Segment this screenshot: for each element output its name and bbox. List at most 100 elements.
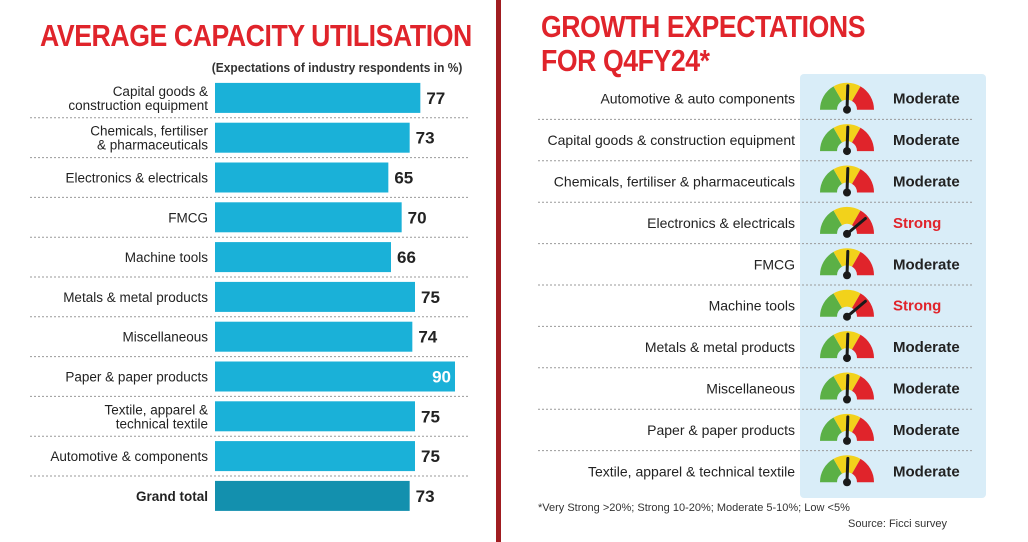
category-label: Paper & paper products bbox=[65, 370, 208, 385]
capacity-bar bbox=[215, 281, 415, 312]
gauge-icon bbox=[820, 331, 874, 363]
capacity-bar bbox=[215, 321, 413, 352]
bar-value-label: 65 bbox=[394, 169, 413, 188]
gauge-pivot bbox=[843, 188, 851, 197]
sector-label: FMCG bbox=[754, 256, 795, 272]
sector-label: Capital goods & construction equipment bbox=[548, 132, 796, 148]
gauge-low-segment bbox=[820, 127, 842, 152]
capacity-bar bbox=[215, 401, 415, 432]
gauge-low-segment bbox=[820, 251, 842, 276]
expectation-label: Strong bbox=[893, 215, 941, 232]
gauge-high-segment bbox=[852, 169, 874, 193]
gauge-pivot bbox=[843, 147, 851, 156]
category-label: Miscellaneous bbox=[122, 330, 208, 345]
category-label: Capital goods & construction equipment bbox=[68, 84, 208, 113]
growth-gauge-table: Automotive & auto components Moderate Capi… bbox=[538, 82, 973, 487]
expectation-label: Strong bbox=[893, 298, 941, 315]
capacity-utilisation-panel: AVERAGE CAPACITY UTILISATION (Expectatio… bbox=[0, 0, 490, 542]
sector-label: Automotive & auto components bbox=[600, 91, 795, 107]
category-label: FMCG bbox=[168, 210, 208, 225]
grand-total-bar bbox=[215, 480, 410, 511]
gauge-needle bbox=[845, 216, 867, 236]
gauge-high-segment bbox=[852, 458, 874, 483]
bar-value-label: 66 bbox=[397, 248, 416, 267]
gauge-pivot bbox=[843, 395, 851, 404]
sector-label: Chemicals, fertiliser & pharmaceuticals bbox=[554, 174, 795, 190]
expectation-label: Moderate bbox=[893, 381, 960, 398]
capacity-chart-subtitle: (Expectations of industry respondents in… bbox=[211, 60, 462, 75]
gauge-high-segment bbox=[852, 86, 874, 110]
gauge-low-segment bbox=[820, 293, 842, 317]
category-label: Textile, apparel & technical textile bbox=[104, 402, 208, 431]
gauge-low-segment bbox=[820, 376, 842, 400]
gauge-low-segment bbox=[820, 86, 842, 110]
gauge-icon bbox=[820, 372, 874, 404]
gauge-high-segment bbox=[852, 334, 874, 359]
gauge-low-segment bbox=[820, 169, 842, 193]
gauge-high-segment bbox=[852, 127, 874, 152]
gauge-icon bbox=[820, 165, 874, 197]
gauge-icon bbox=[820, 206, 874, 238]
category-label: Machine tools bbox=[125, 250, 209, 265]
gauge-low-segment bbox=[820, 458, 842, 483]
capacity-bar bbox=[215, 202, 402, 233]
expectation-label: Moderate bbox=[893, 422, 960, 439]
gauge-mid-segment bbox=[833, 289, 861, 309]
sector-label: Miscellaneous bbox=[706, 381, 795, 397]
gauge-icon bbox=[820, 248, 874, 280]
capacity-bar bbox=[215, 441, 415, 472]
gauge-pivot bbox=[843, 271, 851, 280]
gauge-low-segment bbox=[820, 417, 842, 441]
expectation-label: Moderate bbox=[893, 174, 960, 191]
category-label: Electronics & electricals bbox=[65, 171, 208, 186]
bar-value-label: 75 bbox=[421, 447, 440, 466]
sector-label: Metals & metal products bbox=[645, 339, 795, 355]
growth-expectations-panel: GROWTH EXPECTATIONS FOR Q4FY24* Automoti… bbox=[508, 0, 1028, 542]
sector-label: Textile, apparel & technical textile bbox=[588, 463, 795, 479]
category-label: Chemicals, fertiliser & pharmaceuticals bbox=[90, 124, 208, 153]
gauge-needle bbox=[845, 299, 867, 319]
gauge-pivot bbox=[843, 312, 851, 321]
expectation-label: Moderate bbox=[893, 256, 960, 273]
gauge-icon bbox=[820, 413, 874, 445]
gauge-icon bbox=[820, 289, 874, 321]
category-label: Metals & metal products bbox=[63, 290, 208, 305]
capacity-bar bbox=[215, 361, 455, 392]
expectation-label: Moderate bbox=[893, 463, 960, 480]
category-label: Grand total bbox=[136, 489, 208, 504]
growth-source: Source: Ficci survey bbox=[848, 518, 948, 530]
bar-value-label: 77 bbox=[426, 89, 445, 108]
bar-value-label: 75 bbox=[421, 407, 440, 426]
capacity-bar bbox=[215, 162, 389, 193]
gauge-icon bbox=[820, 455, 874, 487]
gauge-pivot bbox=[843, 105, 851, 114]
capacity-bar bbox=[215, 122, 410, 153]
capacity-bar bbox=[215, 242, 391, 273]
gauge-low-segment bbox=[820, 210, 842, 234]
gauge-icon bbox=[820, 82, 874, 114]
gauge-icon bbox=[820, 124, 874, 156]
growth-footnote: *Very Strong >20%; Strong 10-20%; Modera… bbox=[538, 502, 850, 514]
gauge-low-segment bbox=[820, 334, 842, 359]
bar-value-label: 75 bbox=[421, 288, 440, 307]
gauge-pivot bbox=[843, 478, 851, 487]
capacity-bar bbox=[215, 82, 421, 113]
bar-value-label: 73 bbox=[416, 129, 435, 148]
gauge-pivot bbox=[843, 436, 851, 445]
growth-title-line2: FOR Q4FY24* bbox=[541, 43, 710, 78]
expectation-label: Moderate bbox=[893, 132, 960, 149]
growth-title-line1: GROWTH EXPECTATIONS bbox=[541, 9, 866, 44]
expectation-label: Moderate bbox=[893, 91, 960, 108]
expectation-label: Moderate bbox=[893, 339, 960, 356]
bar-value-label: 90 bbox=[432, 368, 451, 387]
bar-value-label: 74 bbox=[418, 328, 437, 347]
bar-value-label: 73 bbox=[416, 487, 435, 506]
gauge-pivot bbox=[843, 354, 851, 363]
category-label: Automotive & components bbox=[50, 449, 208, 464]
sector-label: Paper & paper products bbox=[647, 422, 795, 438]
gauge-mid-segment bbox=[833, 206, 861, 226]
gauge-high-segment bbox=[852, 251, 874, 276]
capacity-chart-title: AVERAGE CAPACITY UTILISATION bbox=[40, 18, 472, 53]
panel-divider bbox=[496, 0, 501, 542]
gauge-pivot bbox=[843, 229, 851, 238]
